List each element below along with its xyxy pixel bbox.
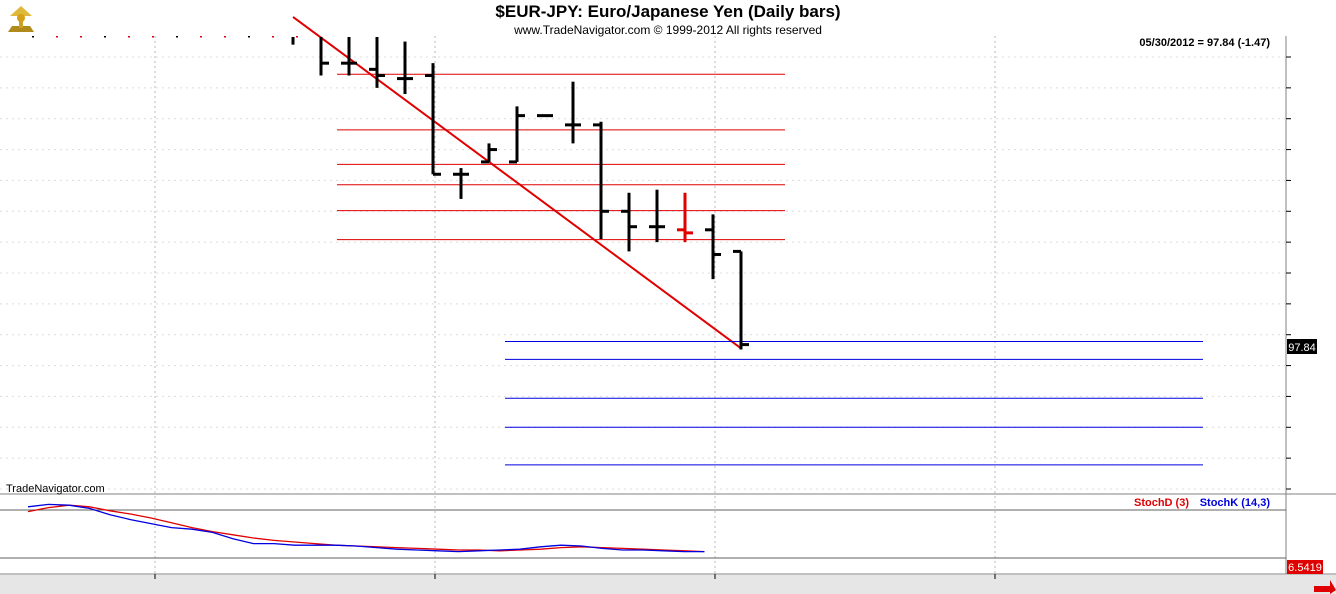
ohlc-bar [369, 37, 385, 88]
trendline [292, 16, 742, 350]
chart-subtitle: www.TradeNavigator.com © 1999-2012 All r… [513, 23, 822, 37]
price-bars [32, 36, 749, 350]
legend-stochk: StochK (14,3) [1200, 497, 1271, 509]
stoch-value-tag [1287, 560, 1323, 574]
header-dot [104, 36, 106, 38]
last-price-tag-label: 97.84 [1288, 342, 1316, 354]
ohlc-bar [565, 81, 581, 144]
ohlc-bar [453, 168, 469, 199]
chart-title: $EUR-JPY: Euro/Japanese Yen (Daily bars) [495, 2, 840, 21]
header-dot [272, 36, 274, 38]
legend-stochd: StochD (3) [1134, 497, 1189, 509]
scroll-right-icon[interactable] [1314, 580, 1336, 594]
header-dot [200, 36, 202, 38]
watermark: TradeNavigator.com [6, 483, 105, 495]
stochastic-panel [0, 503, 1286, 559]
ohlc-bar [425, 63, 441, 176]
ohlc-bar [705, 214, 721, 280]
header-dot [176, 36, 178, 38]
last-price-tag [1287, 339, 1317, 354]
date-axis-band [0, 575, 1336, 594]
stoch-series-line [27, 503, 705, 553]
header-dot [248, 36, 250, 38]
ohlc-bar [319, 37, 329, 76]
header-dot [128, 36, 130, 38]
ohlc-bar [481, 143, 497, 164]
trendline-layer [292, 16, 742, 350]
header-dot [296, 36, 298, 38]
header-dot [32, 36, 34, 38]
level-lines [337, 73, 1203, 466]
header-dot [152, 36, 154, 38]
ohlc-bar [621, 192, 637, 252]
ohlc-bar [649, 189, 665, 243]
stoch-value-tag-label: 6.5419 [1288, 562, 1322, 574]
header-dot [80, 36, 82, 38]
header-dot [56, 36, 58, 38]
logo-icon [8, 6, 34, 32]
date-axis [154, 574, 996, 579]
ohlc-bar [733, 249, 749, 350]
ohlc-bar [341, 37, 357, 76]
price-axis [1286, 56, 1291, 490]
ohlc-bar [677, 192, 693, 243]
last-price-readout: 05/30/2012 = 97.84 (-1.47) [1139, 37, 1270, 49]
ohlc-bar [593, 121, 609, 240]
header-dot [224, 36, 226, 38]
ohlc-bar [397, 41, 413, 95]
ohlc-bar [509, 106, 525, 164]
